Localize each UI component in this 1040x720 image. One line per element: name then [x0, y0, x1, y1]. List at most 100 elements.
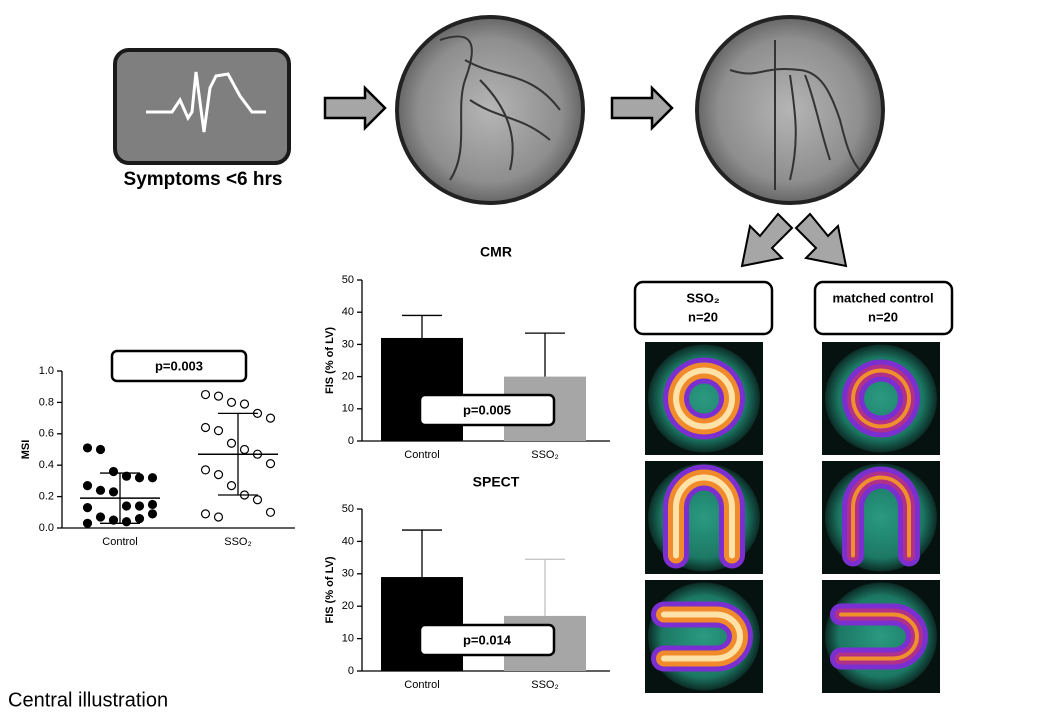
x-tick-label: SSO₂	[531, 449, 559, 461]
uptake	[851, 475, 911, 558]
data-point	[95, 485, 106, 495]
chart-title: CMR	[480, 244, 512, 260]
ecg-monitor	[113, 48, 291, 165]
data-point	[200, 422, 211, 433]
y-axis-title: FIS (% of LV)	[324, 556, 336, 623]
group-n: n=20	[688, 309, 718, 324]
data-point	[147, 499, 158, 510]
data-point	[226, 481, 237, 491]
uptake	[839, 612, 919, 661]
spect-image	[645, 342, 763, 455]
data-point	[226, 397, 237, 407]
footer-caption: Central illustration	[8, 689, 168, 711]
x-tick-label: SSO₂	[224, 536, 252, 548]
annotation-box	[110, 349, 248, 383]
angiogram-after	[695, 15, 885, 205]
data-point	[239, 444, 250, 455]
data-point	[265, 507, 276, 517]
group-n: n=20	[868, 309, 898, 324]
uptake	[673, 367, 736, 430]
data-point	[147, 473, 158, 483]
annotation-box	[418, 623, 556, 657]
data-point	[252, 495, 263, 505]
y-tick-label: 40	[342, 535, 354, 547]
data-point	[121, 517, 132, 527]
y-tick-label: 1.0	[39, 365, 54, 377]
annotation-box	[418, 393, 556, 427]
data-point	[213, 470, 224, 480]
data-point	[134, 513, 145, 524]
y-tick-label: 50	[342, 274, 354, 286]
data-point	[108, 487, 119, 497]
data-point	[200, 509, 211, 519]
y-tick-label: 10	[342, 403, 354, 415]
y-axis-title: FIS (% of LV)	[324, 327, 336, 394]
data-point	[95, 444, 106, 455]
y-tick-label: 0.8	[39, 396, 54, 408]
spect-image	[645, 461, 763, 574]
data-point	[265, 459, 276, 469]
y-tick-label: 30	[342, 568, 354, 580]
data-point	[95, 512, 106, 522]
data-point	[121, 471, 132, 481]
data-point	[265, 413, 276, 423]
data-point	[200, 465, 211, 475]
arrow	[794, 212, 848, 268]
data-point	[213, 512, 224, 522]
arrow	[610, 84, 674, 132]
y-axis-title: MSI	[20, 440, 32, 460]
group-title: matched control	[832, 290, 933, 305]
y-tick-label: 0	[348, 435, 354, 447]
group-box: SSO₂ n=20	[633, 280, 774, 336]
group-box: matched control n=20	[813, 280, 954, 336]
uptake	[661, 611, 743, 662]
data-point	[108, 515, 119, 525]
data-point	[121, 501, 132, 511]
annotation: p=0.003	[155, 358, 203, 373]
data-point	[82, 443, 93, 453]
chart-title: SPECT	[473, 474, 520, 490]
annotation: p=0.014	[463, 632, 512, 647]
arrow	[740, 212, 794, 268]
y-tick-label: 0.6	[39, 428, 54, 440]
annotation: p=0.005	[463, 402, 511, 417]
arrow	[323, 84, 387, 132]
group-title: SSO₂	[686, 290, 719, 305]
spect-images	[645, 342, 940, 693]
y-tick-label: 40	[342, 306, 354, 318]
data-point	[82, 502, 93, 513]
data-point	[213, 391, 224, 401]
y-tick-label: 0.4	[39, 459, 54, 471]
x-tick-label: Control	[404, 679, 439, 691]
y-tick-label: 20	[342, 371, 354, 383]
data-point	[82, 518, 93, 528]
data-point	[213, 426, 224, 436]
spect-image	[822, 580, 940, 693]
y-tick-label: 20	[342, 600, 354, 612]
spect-image	[645, 580, 763, 693]
y-tick-label: 10	[342, 633, 354, 645]
x-tick-label: Control	[404, 449, 439, 461]
data-point	[82, 481, 93, 491]
y-tick-label: 0	[348, 665, 354, 677]
spect-image	[822, 461, 940, 574]
data-point	[134, 501, 145, 511]
uptake	[851, 368, 912, 429]
data-point	[226, 438, 237, 448]
data-point	[134, 473, 145, 483]
symptoms-label: Symptoms <6 hrs	[124, 169, 283, 190]
x-tick-label: Control	[102, 536, 137, 548]
data-point	[147, 509, 158, 519]
angiogram-before	[395, 15, 585, 205]
y-tick-label: 0.0	[39, 522, 54, 534]
x-tick-label: SSO₂	[531, 679, 559, 691]
y-tick-label: 0.2	[39, 491, 54, 503]
data-point	[239, 399, 250, 409]
spect-image	[822, 342, 940, 455]
uptake	[673, 474, 735, 559]
y-tick-label: 50	[342, 503, 354, 515]
data-point	[200, 389, 211, 400]
y-tick-label: 30	[342, 338, 354, 350]
data-point	[108, 466, 119, 477]
